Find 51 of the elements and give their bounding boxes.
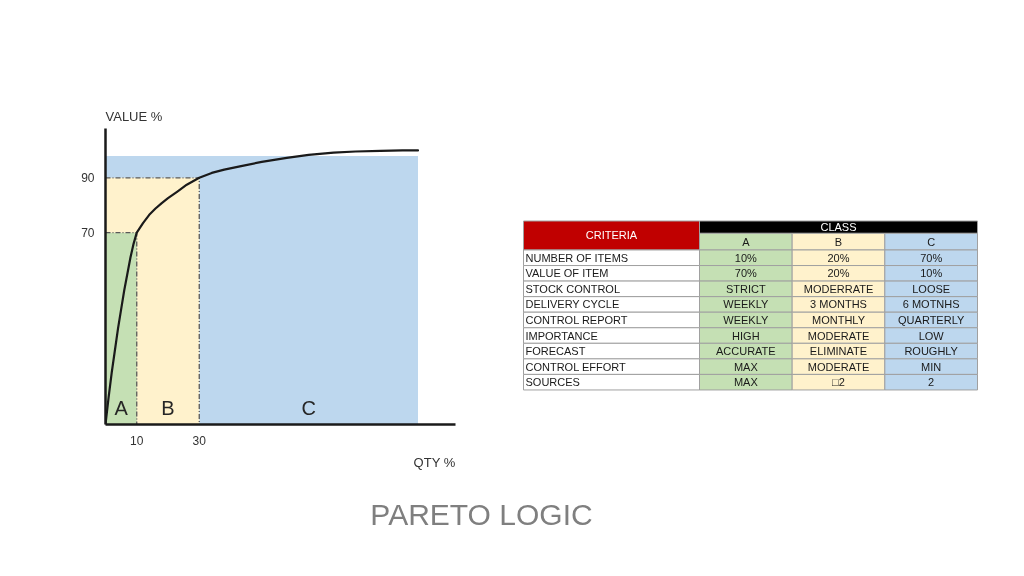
text: 70%	[734, 267, 757, 280]
category-label: CONTROL EFFORT	[525, 360, 626, 373]
text: STRICT	[725, 282, 766, 295]
text: MODERRATE	[803, 282, 874, 295]
text: 20%	[827, 251, 850, 264]
text: ACCURATE	[715, 345, 776, 358]
y-axis-title: VALUE %	[105, 108, 163, 124]
text: MONTHLY	[812, 313, 865, 326]
text: □2	[832, 376, 845, 389]
y-tick-label: 70	[81, 226, 95, 241]
category-label: IMPORTANCE	[525, 329, 598, 342]
text: WEEKLY	[723, 313, 769, 326]
text: LOW	[918, 329, 944, 342]
text: 10%	[920, 267, 943, 280]
text: CRITERIA	[585, 229, 638, 242]
text: 20%	[827, 267, 850, 280]
category-label: DELIVERY CYCLE	[525, 298, 620, 311]
text: 70%	[920, 251, 943, 264]
series-label: B	[161, 396, 175, 419]
category-label: CONTROL REPORT	[525, 313, 628, 326]
category-label: B	[834, 235, 843, 248]
text: QUARTERLY	[898, 313, 965, 326]
text: 2	[928, 376, 935, 389]
text: PARETO LOGIC	[370, 498, 593, 531]
category-label: FORECAST	[525, 345, 586, 358]
category-label: NUMBER OF ITEMS	[525, 251, 629, 264]
text: CLASS	[820, 221, 857, 234]
category-label: C	[927, 235, 936, 248]
text: 10%	[734, 251, 757, 264]
text: MODERATE	[807, 360, 870, 373]
category-label: A	[742, 235, 751, 248]
text: MAX	[733, 376, 758, 389]
text: HIGH	[732, 329, 760, 342]
series-label: C	[301, 396, 316, 419]
text: 6 MOTNHS	[902, 298, 960, 311]
series-label: A	[114, 396, 129, 419]
text: MODERATE	[807, 329, 870, 342]
category-label: SOURCES	[525, 376, 580, 389]
text: ELIMINATE	[809, 345, 868, 358]
text: WEEKLY	[723, 298, 769, 311]
x-axis-title: QTY %	[413, 454, 456, 470]
y-tick-label: 90	[81, 171, 95, 186]
x-tick-label: 30	[192, 433, 207, 448]
text: ROUGHLY	[904, 345, 958, 358]
text: 3 MONTHS	[810, 298, 867, 311]
text: MAX	[733, 360, 758, 373]
text: MIN	[921, 360, 942, 373]
category-label: STOCK CONTROL	[525, 282, 621, 295]
category-label: VALUE OF ITEM	[525, 267, 609, 280]
text: LOOSE	[912, 282, 951, 295]
x-tick-label: 10	[130, 433, 144, 448]
